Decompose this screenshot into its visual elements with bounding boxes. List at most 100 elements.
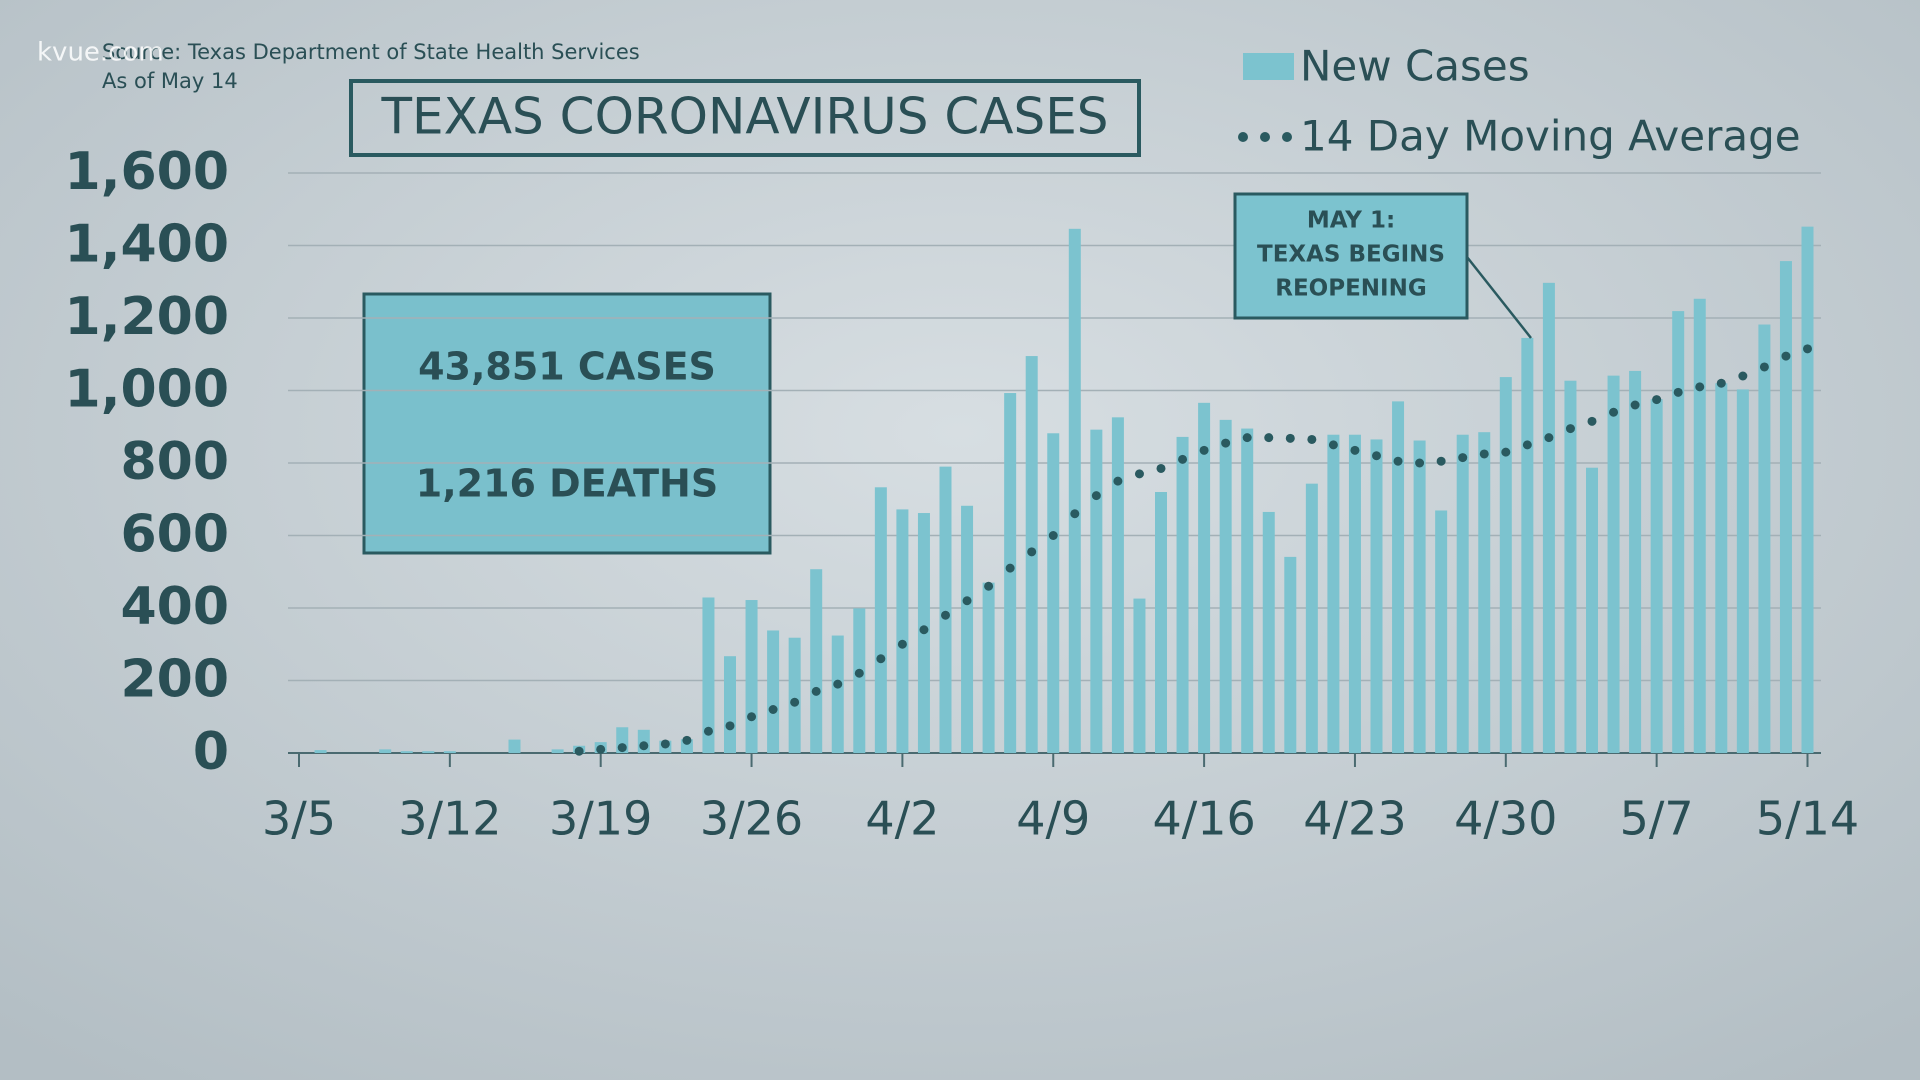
average-dot — [725, 721, 735, 731]
bar — [1413, 440, 1426, 753]
x-tick-label: 3/26 — [700, 792, 803, 846]
average-dot — [897, 639, 907, 649]
average-dot — [1199, 445, 1209, 455]
info-cases: 43,851 CASES — [418, 345, 716, 389]
average-dot — [1027, 547, 1037, 557]
annotation-line: TEXAS BEGINS — [1257, 242, 1445, 268]
bar — [1758, 324, 1771, 753]
average-dot — [1156, 463, 1166, 473]
info-box — [362, 292, 772, 555]
bar — [1521, 337, 1534, 753]
y-tick-label: 1,000 — [65, 360, 229, 420]
bar — [379, 749, 392, 753]
average-dot — [790, 697, 800, 707]
bar — [767, 630, 780, 753]
average-dot — [747, 712, 757, 722]
y-tick-label: 1,400 — [65, 215, 229, 275]
bar — [831, 635, 844, 753]
average-dot — [1522, 440, 1532, 450]
annotation-pointer — [1466, 256, 1532, 339]
average-dot — [574, 746, 584, 756]
bar — [1779, 261, 1792, 753]
bar — [939, 466, 952, 753]
legend-swatch — [1243, 53, 1294, 80]
average-dot — [1113, 476, 1123, 486]
average-dot — [1652, 395, 1662, 405]
x-tick-label: 3/19 — [549, 792, 652, 846]
bar — [1241, 428, 1254, 753]
source: Source: Texas Department of State Health… — [102, 40, 640, 64]
bar — [1219, 419, 1232, 753]
average-dot — [703, 726, 713, 736]
bar — [1672, 311, 1685, 753]
legend-label: 14 Day Moving Average — [1300, 112, 1801, 161]
y-tick-label: 800 — [120, 432, 229, 492]
bar — [1564, 380, 1577, 753]
average-dot — [639, 741, 649, 751]
bar — [1629, 370, 1642, 753]
average-dot — [1048, 531, 1058, 540]
bar — [1111, 417, 1124, 753]
x-tick-label: 3/5 — [262, 792, 336, 846]
bar — [1133, 598, 1146, 753]
y-tick-label: 0 — [193, 722, 229, 782]
bar — [1736, 389, 1749, 753]
legend: New Cases 14 Day Moving Average — [1238, 42, 1801, 161]
bar — [1305, 483, 1318, 753]
average-dot — [1759, 362, 1769, 372]
average-dot — [1587, 416, 1597, 426]
bar — [1478, 432, 1491, 753]
average-dot — [1221, 438, 1231, 448]
bar — [1068, 228, 1081, 753]
bar — [810, 569, 823, 753]
info-deaths: 1,216 DEATHS — [416, 462, 718, 506]
average-dot — [1436, 456, 1446, 466]
average-dot — [1501, 447, 1511, 457]
bar — [1499, 377, 1512, 753]
average-dot — [1415, 458, 1425, 468]
average-dot — [919, 625, 929, 635]
average-dot — [1716, 378, 1726, 388]
y-tick-label: 1,200 — [65, 287, 229, 347]
average-dot — [854, 668, 864, 678]
bar — [1586, 467, 1598, 753]
average-dot — [596, 744, 606, 754]
average-dot — [1781, 351, 1791, 361]
x-tick-label: 3/12 — [398, 792, 501, 846]
average-dot — [1350, 445, 1360, 455]
average-dot — [660, 739, 670, 749]
bar — [400, 751, 413, 753]
x-tick-label: 5/14 — [1756, 792, 1859, 846]
average-dot — [1673, 387, 1683, 397]
bar — [1456, 434, 1469, 753]
annotation-line: MAY 1: — [1307, 208, 1395, 234]
bar — [982, 582, 995, 753]
bar — [1693, 298, 1706, 753]
average-dot — [682, 735, 692, 745]
average-dot — [1134, 469, 1144, 479]
x-tick-label: 4/23 — [1303, 792, 1406, 846]
average-dot — [1005, 563, 1015, 573]
average-dot — [1307, 434, 1317, 444]
bar — [1284, 556, 1297, 753]
bar — [724, 656, 736, 753]
x-tick-label: 4/9 — [1016, 792, 1090, 846]
average-dot — [811, 686, 821, 696]
average-dot — [876, 654, 886, 664]
bar — [1198, 402, 1211, 753]
average-dot — [1458, 453, 1468, 463]
average-dot — [1328, 440, 1338, 450]
legend-dot — [1238, 132, 1248, 142]
bar — [1370, 439, 1383, 753]
average-dot — [1178, 454, 1188, 464]
bar — [443, 751, 456, 753]
y-tick-label: 600 — [120, 505, 229, 565]
bar — [314, 750, 327, 753]
average-dot — [1803, 344, 1812, 354]
bar — [1801, 226, 1814, 753]
average-dot — [1630, 400, 1640, 410]
bar — [874, 487, 887, 753]
